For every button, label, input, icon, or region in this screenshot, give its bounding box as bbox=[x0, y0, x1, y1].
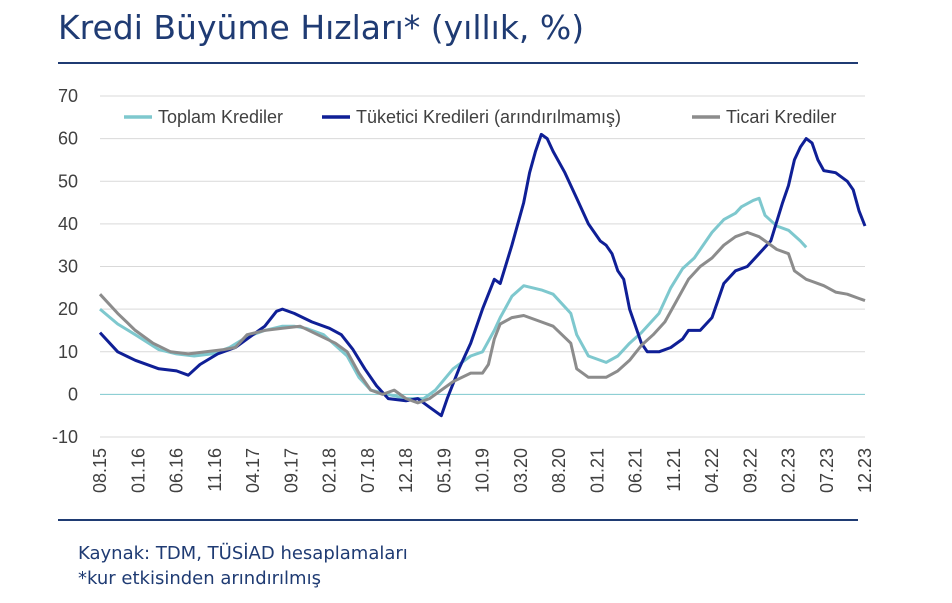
y-tick-label: 0 bbox=[68, 384, 78, 404]
footer-divider bbox=[58, 519, 858, 521]
x-tick-label: 06.21 bbox=[626, 448, 646, 493]
y-axis-ticks: -10 0 10 20 30 40 50 60 70 bbox=[52, 86, 78, 447]
y-tick-label: 10 bbox=[58, 342, 78, 362]
x-tick-label: 04.17 bbox=[243, 448, 263, 493]
x-tick-label: 08.15 bbox=[90, 448, 110, 493]
x-tick-label: 06.16 bbox=[167, 448, 187, 493]
legend-label: Tüketici Kredileri (arındırılmamış) bbox=[356, 107, 621, 127]
x-tick-label: 11.16 bbox=[205, 448, 225, 492]
gridlines bbox=[100, 95, 865, 438]
x-tick-label: 12.23 bbox=[855, 448, 875, 493]
y-tick-label: 70 bbox=[58, 86, 78, 106]
series-lines bbox=[98, 132, 867, 418]
x-tick-label: 01.21 bbox=[587, 448, 607, 493]
x-tick-label: 10.19 bbox=[473, 448, 493, 493]
x-tick-label: 09.22 bbox=[740, 448, 760, 493]
x-tick-label: 09.17 bbox=[281, 448, 301, 493]
y-tick-label: -10 bbox=[52, 427, 78, 447]
y-tick-label: 60 bbox=[58, 129, 78, 149]
y-tick-label: 20 bbox=[58, 299, 78, 319]
y-tick-label: 30 bbox=[58, 257, 78, 277]
x-tick-label: 08.20 bbox=[549, 448, 569, 493]
source-note: Kaynak: TDM, TÜSİAD hesaplamaları bbox=[78, 543, 408, 564]
series-line-1 bbox=[99, 196, 808, 401]
series-line-2 bbox=[98, 132, 867, 418]
legend: Toplam Krediler Tüketici Kredileri (arınd… bbox=[124, 107, 836, 127]
x-axis-ticks: 08.15 01.16 06.16 11.16 04.17 09.17 02.18 07.18… bbox=[90, 448, 875, 493]
x-tick-label: 02.18 bbox=[320, 448, 340, 493]
chart-title: Kredi Büyüme Hızları* (yıllık, %) bbox=[58, 8, 585, 47]
x-tick-label: 11.21 bbox=[664, 448, 684, 492]
x-tick-label: 07.23 bbox=[817, 448, 837, 493]
notes: Kaynak: TDM, TÜSİAD hesaplamaları *kur e… bbox=[78, 541, 408, 591]
x-tick-label: 05.19 bbox=[434, 448, 454, 493]
footnote: *kur etkisinden arındırılmış bbox=[78, 568, 321, 589]
legend-label: Toplam Krediler bbox=[158, 107, 283, 127]
x-tick-label: 07.18 bbox=[358, 448, 378, 493]
x-tick-label: 01.16 bbox=[128, 448, 148, 493]
y-tick-label: 50 bbox=[58, 171, 78, 191]
title-underline bbox=[58, 62, 858, 64]
series-line-3 bbox=[98, 230, 866, 405]
x-tick-label: 04.22 bbox=[702, 448, 722, 493]
legend-label: Ticari Krediler bbox=[726, 107, 836, 127]
x-tick-label: 03.20 bbox=[511, 448, 531, 493]
x-tick-label: 02.23 bbox=[779, 448, 799, 493]
y-tick-label: 40 bbox=[58, 214, 78, 234]
x-tick-label: 12.18 bbox=[396, 448, 416, 493]
